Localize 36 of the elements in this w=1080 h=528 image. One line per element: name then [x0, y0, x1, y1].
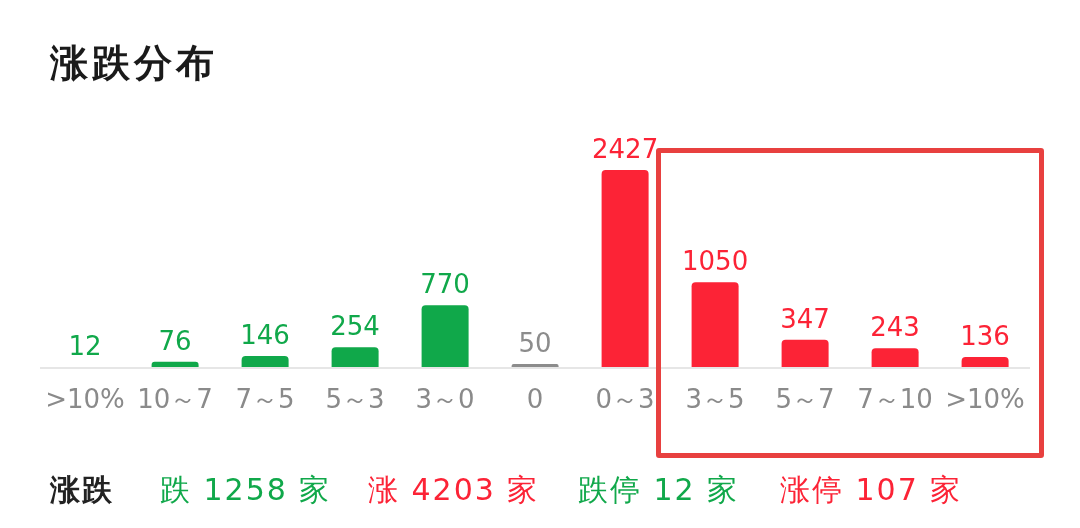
data-label: 50 — [518, 327, 552, 358]
data-label: 146 — [240, 320, 290, 351]
x-tick-label: 7～10 — [857, 384, 933, 415]
x-tick-label: 3～5 — [685, 384, 745, 415]
data-label: 2427 — [592, 134, 659, 164]
data-label: 76 — [158, 325, 192, 356]
text: 跌 1258 家 — [160, 471, 332, 509]
x-tick-label: 7～5 — [235, 384, 295, 415]
bar — [331, 347, 379, 368]
bar — [601, 170, 649, 368]
x-tick-label: 3～0 — [415, 384, 475, 415]
data-label: 136 — [960, 320, 1010, 351]
data-label: 770 — [420, 269, 470, 300]
bar — [691, 282, 739, 368]
x-tick-label: 0～3 — [595, 384, 655, 415]
data-label: 347 — [780, 303, 830, 334]
data-label: 254 — [330, 311, 380, 342]
bar — [871, 348, 919, 368]
x-tick-label: 0 — [526, 384, 544, 415]
x-tick-label: 10～7 — [137, 384, 213, 415]
data-label: 1050 — [682, 246, 749, 277]
bar — [421, 305, 469, 368]
x-tick-label: 5～3 — [325, 384, 385, 415]
bar — [781, 339, 829, 368]
bar — [241, 356, 289, 368]
chart-title: 涨跌分布 — [50, 40, 218, 87]
text: 涨停 107 家 — [780, 471, 963, 509]
x-tick-label: >10% — [45, 384, 125, 415]
x-tick-label: 5～7 — [775, 384, 835, 415]
text: 跌停 12 家 — [578, 471, 740, 509]
text: 涨跌 — [50, 471, 114, 509]
x-tick-label: >10% — [945, 384, 1025, 415]
data-label: 243 — [870, 312, 920, 343]
bar — [961, 356, 1009, 368]
text: 涨 4203 家 — [368, 471, 540, 509]
data-label: 12 — [68, 331, 102, 362]
